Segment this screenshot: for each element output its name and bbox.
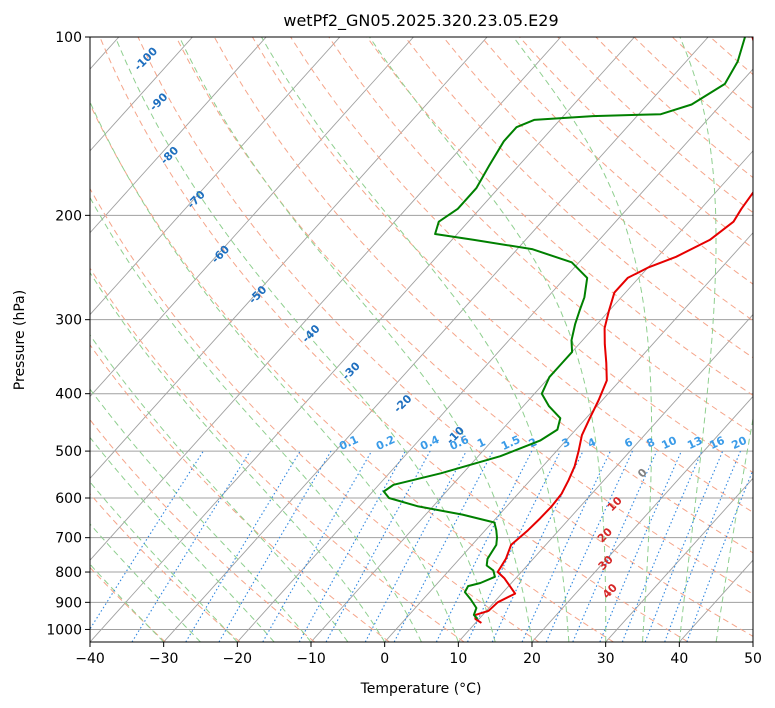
isotherm-line [605,477,753,642]
dry-adiabat-line [175,37,753,595]
x-tick-label: 50 [744,651,762,667]
dry-adiabat-lines [90,37,753,642]
isotherm-line [310,150,753,642]
mixing-ratio-line [621,450,703,642]
mixing-ratio-label: 16 [707,434,727,452]
y-tick-label: 200 [55,208,82,224]
y-tick-label: 900 [55,595,82,611]
moist-adiabat-line [512,37,653,642]
dry-adiabat-line [290,37,753,474]
y-tick-label: 100 [55,30,82,46]
mixing-ratio-line [298,450,406,642]
x-axis-ticks: −40 −30 −20 −10 0 10 20 30 40 50 [75,642,762,667]
moist-adiabat-line [678,37,717,642]
dry-adiabat-line [99,37,689,642]
mixing-ratio-label: 10 [659,434,679,452]
mixing-ratio-line [644,450,724,642]
mixing-ratio-lines [90,450,753,642]
moist-adiabat-line [90,481,238,642]
mixing-ratio-line [435,450,533,642]
isotherm-line [90,37,635,642]
chart-title: wetPf2_GN05.2025.320.23.05.E29 [283,11,558,31]
x-tick-label: 30 [597,651,615,667]
y-tick-label: 300 [55,313,82,329]
dry-adiabat-line [90,493,241,642]
dry-adiabat-line [90,267,465,642]
y-tick-label: 1000 [46,622,82,638]
isotherm-line [90,37,193,152]
moist-adiabat-line [178,37,533,642]
x-tick-label: −10 [296,651,326,667]
mixing-ratio-line [572,450,658,642]
moist-adiabat-line [715,415,753,642]
moist-adiabat-line [90,388,312,642]
dewpoint-line [382,37,746,620]
x-tick-label: 10 [449,651,467,667]
isotherm-line [457,313,753,642]
y-tick-label: 400 [55,387,82,403]
y-tick-label: 700 [55,531,82,547]
y-tick-label: 800 [55,565,82,581]
isotherm-line [90,37,341,316]
moist-adiabat-line [90,436,275,642]
dry-adiabat-line [137,37,753,637]
mixing-ratio-line [599,450,682,642]
dry-adiabat-line [404,37,753,359]
dry-adiabat-line [90,566,166,642]
temperature-line [474,37,753,624]
y-tick-label: 600 [55,491,82,507]
mixing-ratio-line [664,450,742,642]
dry-adiabat-line [366,37,753,396]
x-tick-label: 0 [380,651,389,667]
isotherm-line [90,37,414,398]
moist-adiabat-line [90,271,386,642]
mixing-ratio-line [90,450,204,630]
dry-adiabat-line [90,418,316,642]
moist-adiabat-line [90,100,459,642]
mixing-ratio-line [325,450,431,642]
sounding-series [382,37,753,624]
isotherm-line [90,37,488,479]
y-tick-label: 500 [55,444,82,460]
isotherm-line [236,68,753,642]
x-tick-label: −20 [223,651,253,667]
isotherm-line [384,232,753,642]
moist-adiabat-line [90,334,349,642]
x-tick-label: 40 [670,651,688,667]
moist-adiabat-line [114,37,496,642]
dry-adiabat-line [251,37,753,513]
y-axis-label: Pressure (hPa) [12,290,28,390]
plot-frame [89,36,754,643]
y-axis-ticks: 100 200 300 400 500 600 700 800 900 1000 [46,30,90,638]
mixing-ratio-label: 20 [729,434,749,452]
dry-adiabat-line [90,103,614,642]
isotherm-lines [90,37,753,642]
moist-adiabat-lines [90,37,753,642]
x-tick-label: −30 [149,651,179,667]
x-axis-label: Temperature (°C) [360,681,482,697]
mixing-ratio-label: 13 [685,434,704,452]
isobar-lines [90,37,753,630]
dry-adiabat-line [442,37,753,322]
moist-adiabat-line [261,37,570,642]
mixing-ratio-line [545,450,633,642]
mixing-ratio-line [364,450,467,642]
plot-area: -100-90-80-70-60-50-40-30-20-100.1 0.2 0.4… [90,37,753,642]
isotherm-line [90,37,267,234]
x-tick-label: 20 [523,651,541,667]
mixing-ratio-line [686,468,753,642]
isotherm-line [90,37,562,561]
dry-adiabat-line [328,37,753,435]
mixing-ratio-line [131,450,251,642]
isotherm-line [531,395,753,642]
isotherm-line [163,37,709,642]
moist-adiabat-line [369,37,607,642]
dry-adiabat-line [90,187,540,642]
x-tick-label: −40 [75,651,105,667]
